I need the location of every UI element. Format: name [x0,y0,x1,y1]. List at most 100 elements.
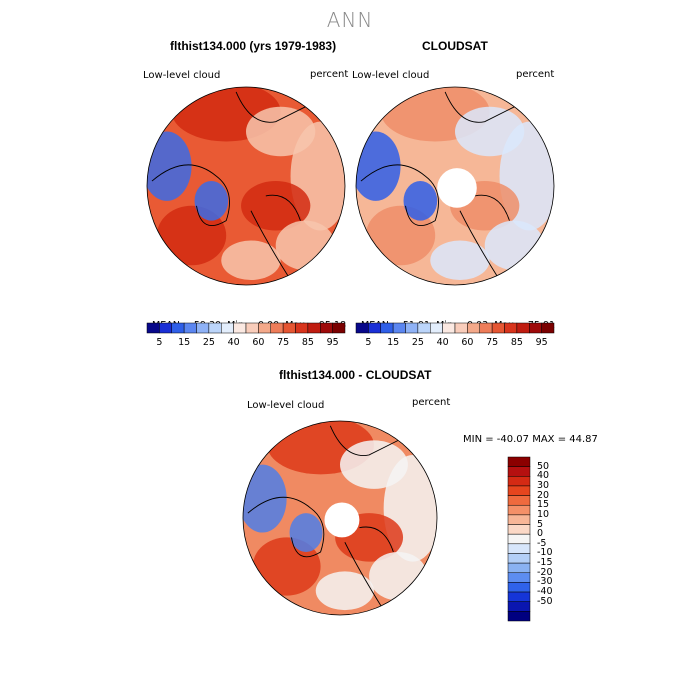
diff-colorbar-tick-label: 10 [537,508,550,520]
left-coastline [235,91,306,123]
diff-panel-title: flthist134.000 - CLOUDSAT [279,368,432,382]
diff-colorbar-swatch [507,524,531,535]
left-colorbar-tick-label: 60 [252,337,265,348]
right-colorbar-swatch [417,322,431,334]
right-colorbar-tick-label: 5 [365,337,372,348]
figure-title: ANN [326,8,374,32]
left-colorbar-swatch [332,322,346,334]
left-colorbar-swatch [159,322,172,334]
diff-field-region [252,537,321,596]
diff-colorbar-swatch [507,533,531,545]
right-colorbar-swatch [392,322,406,334]
diff-colorbar-swatch [507,485,531,496]
diff-variable-label: Low-level cloud [247,400,325,411]
diff-coastline [359,526,394,553]
right-colorbar-swatch [529,322,542,334]
right-colorbar-swatch [454,322,468,334]
diff-colorbar-swatch [507,504,531,516]
diff-field-region [243,464,287,533]
left-colorbar-swatch [196,322,210,334]
left-colorbar-tick-label: 25 [202,337,215,348]
left-colorbar-swatch [183,322,197,334]
diff-colorbar-swatch [507,562,531,574]
left-colorbar [146,322,346,334]
right-coastline [444,91,515,123]
right-colorbar-tick-label: 95 [535,337,548,348]
right-colorbar-swatch [479,322,493,334]
left-colorbar-tick-label: 5 [156,337,163,348]
diff-colorbar-tick-label: -20 [537,566,553,578]
left-units-label: percent [310,69,349,80]
right-colorbar-swatch [442,322,456,334]
left-colorbar-swatch [171,322,185,334]
diff-colorbar-swatch [507,476,531,487]
right-variable-label: Low-level cloud [352,70,430,81]
right-field-region [365,205,436,266]
diff-colorbar-tick-label: -50 [537,595,553,607]
right-coastline [474,194,510,221]
right-colorbar-swatch [491,322,505,334]
right-panel-title: CLOUDSAT [422,39,488,53]
diff-colorbar-swatch [507,514,531,525]
left-colorbar-swatch [270,322,284,334]
right-colorbar-tick-label: 75 [486,337,499,348]
left-colorbar-swatch [221,322,234,334]
left-colorbar-swatch [258,322,271,334]
right-colorbar [355,322,555,334]
left-colorbar-swatch [320,322,333,334]
left-field-region [147,131,192,201]
diff-colorbar-tick-label: 15 [537,499,550,511]
right-colorbar-swatch [405,322,419,334]
right-colorbar-swatch [516,322,530,334]
left-colorbar-swatch [245,322,259,334]
left-panel-title: flthist134.000 (yrs 1979-1983) [170,39,337,53]
right-units-label: percent [516,69,555,80]
right-coastline [459,210,500,281]
diff-colorbar-swatch [507,553,531,564]
diff-polar-mask [324,502,360,538]
diff-field-region [315,571,374,611]
diff-coastline [344,542,385,611]
diff-field-region [289,513,323,552]
diff-colorbar-tick-label: -15 [537,557,553,569]
diff-colorbar-tick-label: 20 [537,489,550,501]
right-field-region [430,240,490,281]
right-colorbar-swatch [380,322,394,334]
diff-colorbar-tick-label: 40 [537,470,550,482]
right-colorbar-swatch [541,322,555,334]
right-colorbar-tick-label: 60 [461,337,474,348]
diff-map [242,420,438,616]
diff-colorbar-swatch [507,456,531,467]
left-colorbar-tick-label: 95 [326,337,339,348]
right-colorbar-swatch [504,322,518,334]
diff-colorbar-tick-label: -40 [537,586,553,598]
right-polar-mask [437,168,477,208]
diff-colorbar-tick-label: -5 [537,537,547,549]
left-map-border [146,86,346,286]
left-colorbar-tick-label: 40 [227,337,240,348]
right-colorbar-swatch [355,322,369,334]
diff-colorbar-swatch [507,543,531,554]
right-field-region [403,181,438,221]
left-colorbar-swatch [282,322,296,334]
right-map-border [355,86,555,286]
left-coastline [151,164,230,226]
diff-colorbar-tick-label: 50 [537,460,550,472]
left-field-region [241,181,311,231]
left-colorbar-tick-label: 15 [178,337,191,348]
left-variable-label: Low-level cloud [143,70,221,81]
diff-units-label: percent [412,397,451,408]
diff-colorbar-swatch [507,495,531,506]
right-colorbar-tick-label: 40 [436,337,449,348]
right-coastline [360,164,439,226]
left-colorbar-swatch [208,322,222,334]
right-colorbar-tick-label: 25 [411,337,424,348]
right-field-region [484,220,545,271]
diff-map-border [242,420,438,616]
left-field-region [221,240,281,281]
left-colorbar-swatch [233,322,247,334]
diff-colorbar-tick-label: -10 [537,547,553,559]
left-colorbar-swatch [307,322,321,334]
diff-colorbar-swatch [507,466,531,477]
